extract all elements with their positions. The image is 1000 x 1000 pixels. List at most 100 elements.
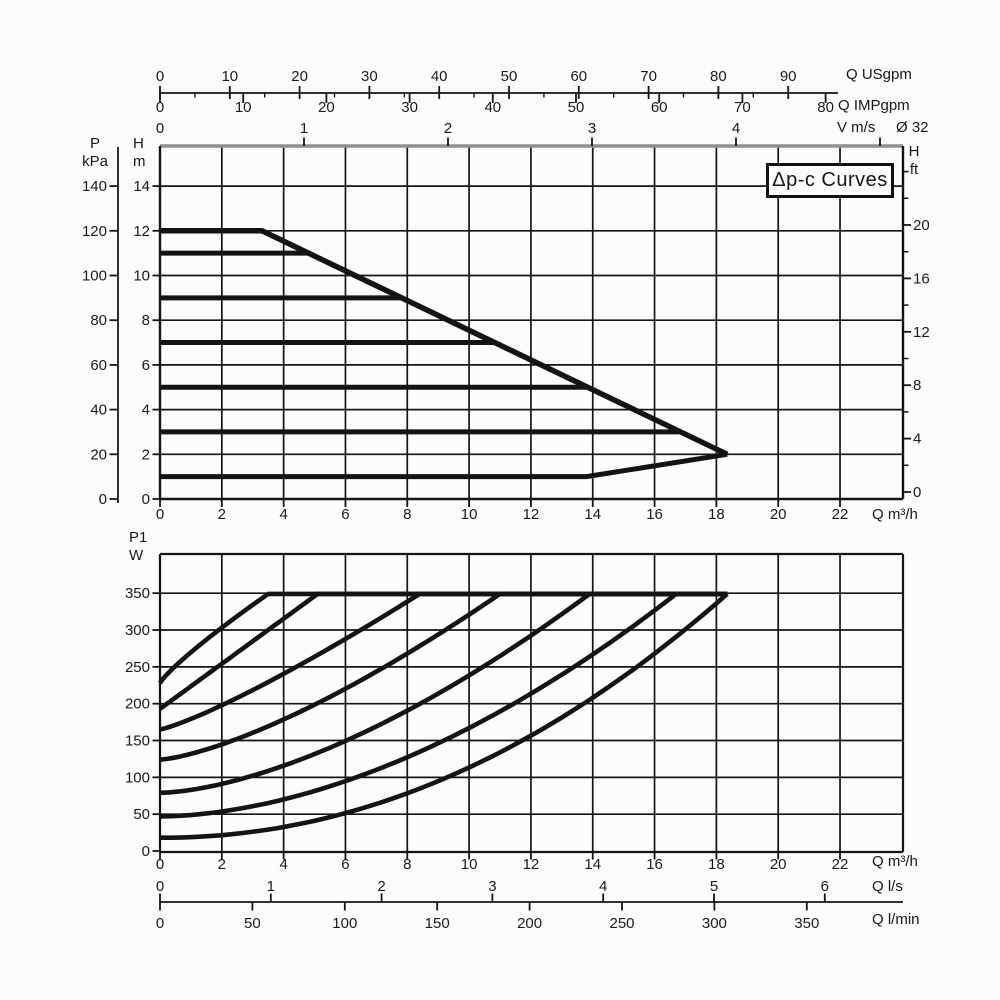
power-chart-flow-unit-ls: Q l/s bbox=[872, 878, 903, 895]
tick-label: 50 bbox=[133, 806, 150, 823]
pipe-diameter-note: Ø 32 bbox=[896, 119, 929, 136]
tick-label: 30 bbox=[361, 68, 378, 85]
tick-label: 18 bbox=[708, 506, 725, 523]
tick-label: 10 bbox=[461, 856, 478, 873]
tick-label: 6 bbox=[142, 357, 150, 374]
tick-label: 22 bbox=[832, 506, 849, 523]
tick-label: 0 bbox=[156, 68, 164, 85]
tick-label: 70 bbox=[640, 68, 657, 85]
usgpm-axis: 0 10 20 30 40 50 60 70 80 90 bbox=[156, 68, 838, 99]
tick-label: 4 bbox=[599, 878, 607, 895]
dpc-curves-title-box: Δp-c Curves bbox=[766, 163, 894, 198]
tick-label: 14 bbox=[584, 506, 601, 523]
tick-label: 0 bbox=[156, 878, 164, 895]
tick-label: 12 bbox=[133, 223, 150, 240]
head-m-axis: 14 12 10 8 6 4 2 0 bbox=[133, 178, 160, 508]
tick-label: 6 bbox=[821, 878, 829, 895]
tick-label: 80 bbox=[817, 99, 834, 116]
head-chart-curves bbox=[160, 228, 729, 480]
tick-label: 0 bbox=[156, 120, 164, 137]
power-axis-header: P1 W bbox=[129, 529, 147, 565]
p1-7m bbox=[159, 591, 728, 762]
power-chart-curves bbox=[158, 591, 729, 840]
tick-label: 8 bbox=[142, 312, 150, 329]
tick-label: 14 bbox=[133, 178, 150, 195]
head-m-axis-header: H m bbox=[133, 135, 146, 171]
min-curve-1m bbox=[160, 451, 728, 480]
tick-label: 18 bbox=[708, 856, 725, 873]
tick-label: 100 bbox=[125, 769, 150, 786]
p1-9m bbox=[159, 591, 728, 732]
tick-label: 10 bbox=[235, 99, 252, 116]
tick-label: 0 bbox=[99, 491, 107, 508]
tick-label: 20 bbox=[770, 506, 787, 523]
head-ft-axis-unit: ft bbox=[909, 161, 919, 178]
tick-label: 60 bbox=[651, 99, 668, 116]
power-axis-symbol: P1 bbox=[129, 529, 148, 546]
tick-label: 100 bbox=[82, 268, 107, 285]
tick-label: 4 bbox=[279, 506, 287, 523]
head-flow-m3h-axis: 0 2 4 6 8 10 12 14 16 18 20 22 bbox=[156, 499, 849, 523]
tick-label: 60 bbox=[570, 68, 587, 85]
tick-label: 0 bbox=[156, 99, 164, 116]
tick-label: 30 bbox=[401, 99, 418, 116]
power-chart-flow-unit-m3h: Q m³/h bbox=[872, 853, 918, 870]
pressure-axis-symbol: P bbox=[89, 135, 100, 152]
max-curve-12m bbox=[160, 228, 729, 457]
tick-label: 8 bbox=[403, 856, 411, 873]
tick-label: 40 bbox=[90, 402, 107, 419]
tick-label: 10 bbox=[133, 268, 150, 285]
pressure-kpa-axis: 140 120 100 80 60 40 20 0 bbox=[82, 147, 119, 508]
tick-label: 4 bbox=[142, 402, 150, 419]
tick-label: 2 bbox=[444, 120, 452, 137]
tick-label: 140 bbox=[82, 178, 107, 195]
head-ft-axis-header: H ft bbox=[901, 143, 927, 179]
tick-label: 70 bbox=[734, 99, 751, 116]
tick-label: 0 bbox=[142, 491, 150, 508]
velocity-axis: 0 1 2 3 4 bbox=[156, 120, 881, 146]
tick-label: 300 bbox=[125, 622, 150, 639]
tick-label: 10 bbox=[461, 506, 478, 523]
tick-label: 12 bbox=[523, 856, 540, 873]
tick-label: 2 bbox=[218, 856, 226, 873]
power-chart-flow-unit-lmin: Q l/min bbox=[872, 911, 920, 928]
tick-label: 20 bbox=[90, 446, 107, 463]
tick-label: 20 bbox=[291, 68, 308, 85]
head-m-axis-unit: m bbox=[133, 153, 146, 170]
tick-label: 200 bbox=[517, 915, 542, 932]
tick-label: 100 bbox=[332, 915, 357, 932]
tick-label: 40 bbox=[484, 99, 501, 116]
tick-label: 80 bbox=[710, 68, 727, 85]
tick-label: 80 bbox=[90, 312, 107, 329]
head-chart-grid bbox=[160, 146, 903, 499]
tick-label: 50 bbox=[501, 68, 518, 85]
usgpm-axis-unit: Q USgpm bbox=[846, 66, 912, 83]
flow-ls-lmin-axis: 0 1 2 3 4 5 6 0 50 100 150 200 250 300 350 bbox=[156, 878, 903, 932]
tick-label: 300 bbox=[702, 915, 727, 932]
tick-label: 200 bbox=[125, 696, 150, 713]
pressure-axis-header: P kPa bbox=[75, 135, 115, 171]
tick-label: 10 bbox=[221, 68, 238, 85]
tick-label: 50 bbox=[568, 99, 585, 116]
tick-label: 4 bbox=[913, 431, 921, 448]
tick-label: 20 bbox=[318, 99, 335, 116]
head-axis-symbol: H bbox=[133, 135, 144, 152]
power-w-axis: 350 300 250 200 150 100 50 0 bbox=[125, 585, 160, 860]
tick-label: 8 bbox=[403, 506, 411, 523]
tick-label: 350 bbox=[125, 585, 150, 602]
tick-label: 50 bbox=[244, 915, 261, 932]
tick-label: 8 bbox=[913, 377, 921, 394]
tick-label: 60 bbox=[90, 357, 107, 374]
tick-label: 5 bbox=[710, 878, 718, 895]
tick-label: 120 bbox=[82, 223, 107, 240]
pressure-axis-unit: kPa bbox=[82, 153, 108, 170]
tick-label: 2 bbox=[142, 446, 150, 463]
tick-label: 14 bbox=[584, 856, 601, 873]
tick-label: 90 bbox=[780, 68, 797, 85]
tick-label: 150 bbox=[125, 733, 150, 750]
tick-label: 6 bbox=[341, 856, 349, 873]
velocity-axis-unit: V m/s bbox=[837, 119, 876, 136]
tick-label: 16 bbox=[646, 856, 663, 873]
